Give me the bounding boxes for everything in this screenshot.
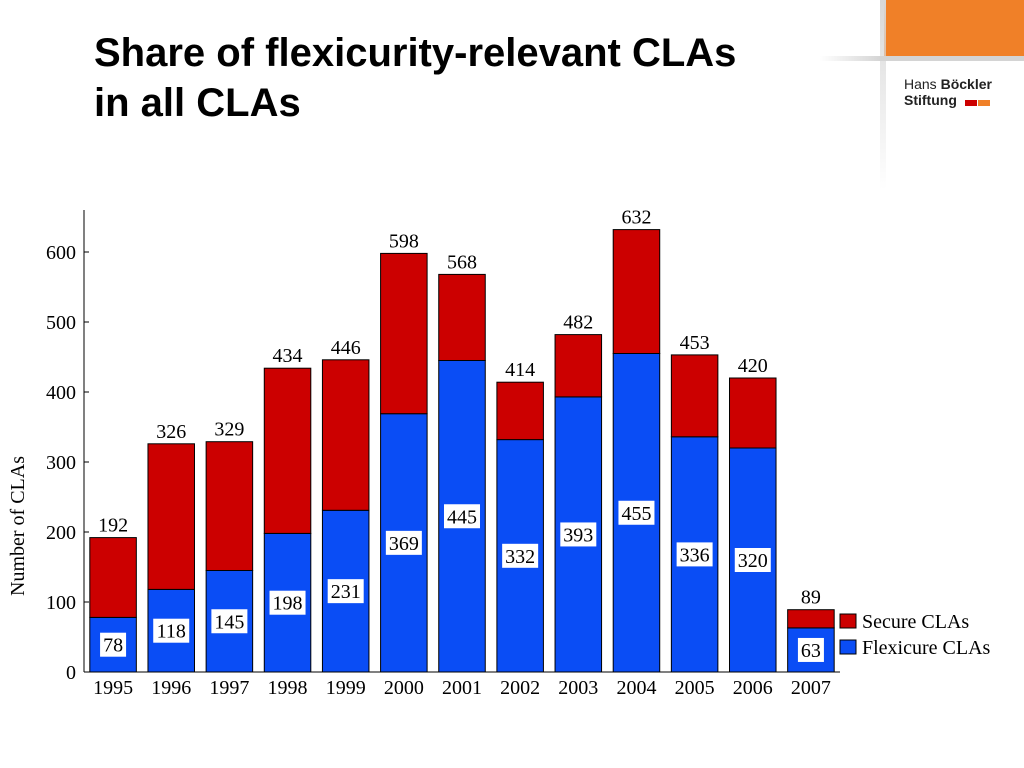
flexicure-value-label: 118 — [157, 621, 186, 643]
y-tick-label: 300 — [46, 452, 76, 474]
flexicure-label-box — [327, 579, 364, 604]
legend-swatch — [839, 639, 857, 655]
total-value-label: 192 — [98, 515, 128, 537]
bar-secure-2004 — [612, 229, 661, 354]
flexicure-label-box — [618, 500, 655, 525]
x-tick-label: 2000 — [384, 677, 424, 699]
legend: Secure CLAs Flexicure CLAs — [839, 611, 991, 659]
y-tick-label: 100 — [46, 592, 76, 614]
flexicure-label-box — [269, 590, 306, 615]
bar-secure-1995 — [89, 537, 137, 618]
flexicure-label-box — [153, 618, 190, 643]
flexicure-label-box — [211, 609, 248, 634]
total-value-label: 568 — [447, 251, 477, 273]
x-axis: 1995 1996 1997 1998 1999 2000 2001 2002 2003 2004… — [84, 671, 840, 699]
total-value-label: 326 — [156, 421, 186, 443]
bar-secure-1997 — [205, 441, 254, 571]
y-tick-label: 0 — [66, 662, 76, 684]
bar-secure-1996 — [147, 443, 195, 590]
x-tick-label: 1999 — [326, 677, 366, 699]
bar-secure-2005 — [670, 354, 719, 438]
bar-secure-2006 — [729, 377, 777, 449]
total-value-label: 632 — [621, 207, 651, 229]
flexicure-value-label: 332 — [505, 546, 535, 568]
legend-label: Flexicure CLAs — [862, 637, 991, 659]
flexicure-label-box — [734, 548, 771, 572]
flexicure-label-box — [676, 542, 713, 567]
slide-title-line-2: in all CLAs — [94, 81, 301, 125]
bar-secure-2000 — [380, 252, 428, 415]
y-tick-label: 200 — [46, 522, 76, 544]
logo-word-stiftung: Stiftung — [904, 92, 957, 108]
total-value-label: 434 — [273, 345, 303, 367]
x-tick-label: 2005 — [675, 677, 715, 699]
logo-squares-icon — [964, 93, 991, 109]
flexicure-value-label: 336 — [680, 544, 710, 566]
bar-secure-2001 — [438, 273, 486, 361]
flexicure-value-label: 393 — [563, 524, 593, 546]
flexicure-value-label: 320 — [738, 550, 768, 572]
total-value-label: 453 — [680, 332, 710, 354]
logo-word-boeckler: Böckler — [940, 76, 992, 92]
flexicure-value-label: 455 — [621, 503, 651, 525]
flexicure-value-label: 198 — [273, 593, 303, 615]
bar-secure-2002 — [496, 381, 544, 441]
logo-square-0 — [964, 100, 977, 107]
x-tick-label: 2004 — [616, 677, 656, 699]
bar-secure-2003 — [554, 334, 603, 398]
logo-word-hans: Hans — [904, 76, 937, 92]
flexicure-label-box — [100, 632, 127, 657]
x-tick-label: 2003 — [558, 677, 598, 699]
flexicure-label-box — [444, 504, 480, 529]
bars: 78 192 118 326 145 329 198 434 231 446 369 598 445 56… — [89, 207, 835, 673]
bar-secure-1998 — [263, 367, 312, 534]
bar-secure-2007 — [787, 609, 835, 629]
legend-label: Secure CLAs — [862, 611, 969, 633]
flexicure-value-label: 145 — [214, 611, 244, 633]
y-tick-label: 500 — [46, 312, 76, 334]
bar-secure-1999 — [321, 359, 370, 511]
x-tick-label: 1998 — [268, 677, 308, 699]
flexicure-label-box — [560, 522, 597, 547]
logo-line-1: Hans Böckler — [904, 76, 1014, 92]
y-axis-label: Number of CLAs — [7, 456, 29, 596]
x-tick-label: 2007 — [791, 677, 831, 699]
x-tick-label: 1996 — [151, 677, 191, 699]
legend-swatch — [839, 613, 857, 629]
total-value-label: 414 — [505, 359, 535, 381]
total-value-label: 446 — [331, 337, 361, 359]
flexicure-value-label: 78 — [103, 635, 123, 657]
total-value-label: 89 — [801, 587, 821, 609]
logo-square-1 — [977, 100, 990, 107]
flexicure-label-box — [797, 637, 824, 662]
total-value-label: 482 — [563, 312, 593, 334]
y-tick-label: 400 — [46, 382, 76, 404]
header-divider — [820, 56, 1024, 61]
header-orange-block — [884, 0, 1024, 56]
flexicure-value-label: 369 — [389, 533, 419, 555]
hans-boeckler-logo: Hans Böckler Stiftung — [904, 76, 1014, 109]
logo-line-2: Stiftung — [904, 92, 1014, 109]
slide-title: Share of flexicurity-relevant CLAs in al… — [94, 28, 854, 128]
header-shade — [880, 0, 886, 190]
total-value-label: 329 — [214, 419, 244, 441]
total-value-label: 598 — [389, 230, 419, 252]
x-tick-label: 2001 — [442, 677, 482, 699]
y-axis: 0 100 200 300 400 500 600 — [46, 210, 89, 684]
flexicure-value-label: 445 — [447, 506, 477, 528]
flexicure-label-box — [385, 530, 422, 555]
x-tick-label: 2002 — [500, 677, 540, 699]
x-tick-label: 2006 — [733, 677, 773, 699]
y-tick-label: 600 — [46, 242, 76, 264]
flexicure-value-label: 231 — [331, 581, 361, 603]
x-tick-label: 1997 — [209, 677, 249, 699]
flexicure-value-label: 63 — [801, 640, 821, 662]
total-value-label: 420 — [738, 355, 768, 377]
stacked-bar-chart: 0 100 200 300 400 500 600 78 192 118 326 145 329 198… — [7, 207, 991, 699]
slide-title-line-1: Share of flexicurity-relevant CLAs — [94, 31, 737, 75]
flexicure-label-box — [502, 543, 539, 568]
x-tick-label: 1995 — [93, 677, 133, 699]
